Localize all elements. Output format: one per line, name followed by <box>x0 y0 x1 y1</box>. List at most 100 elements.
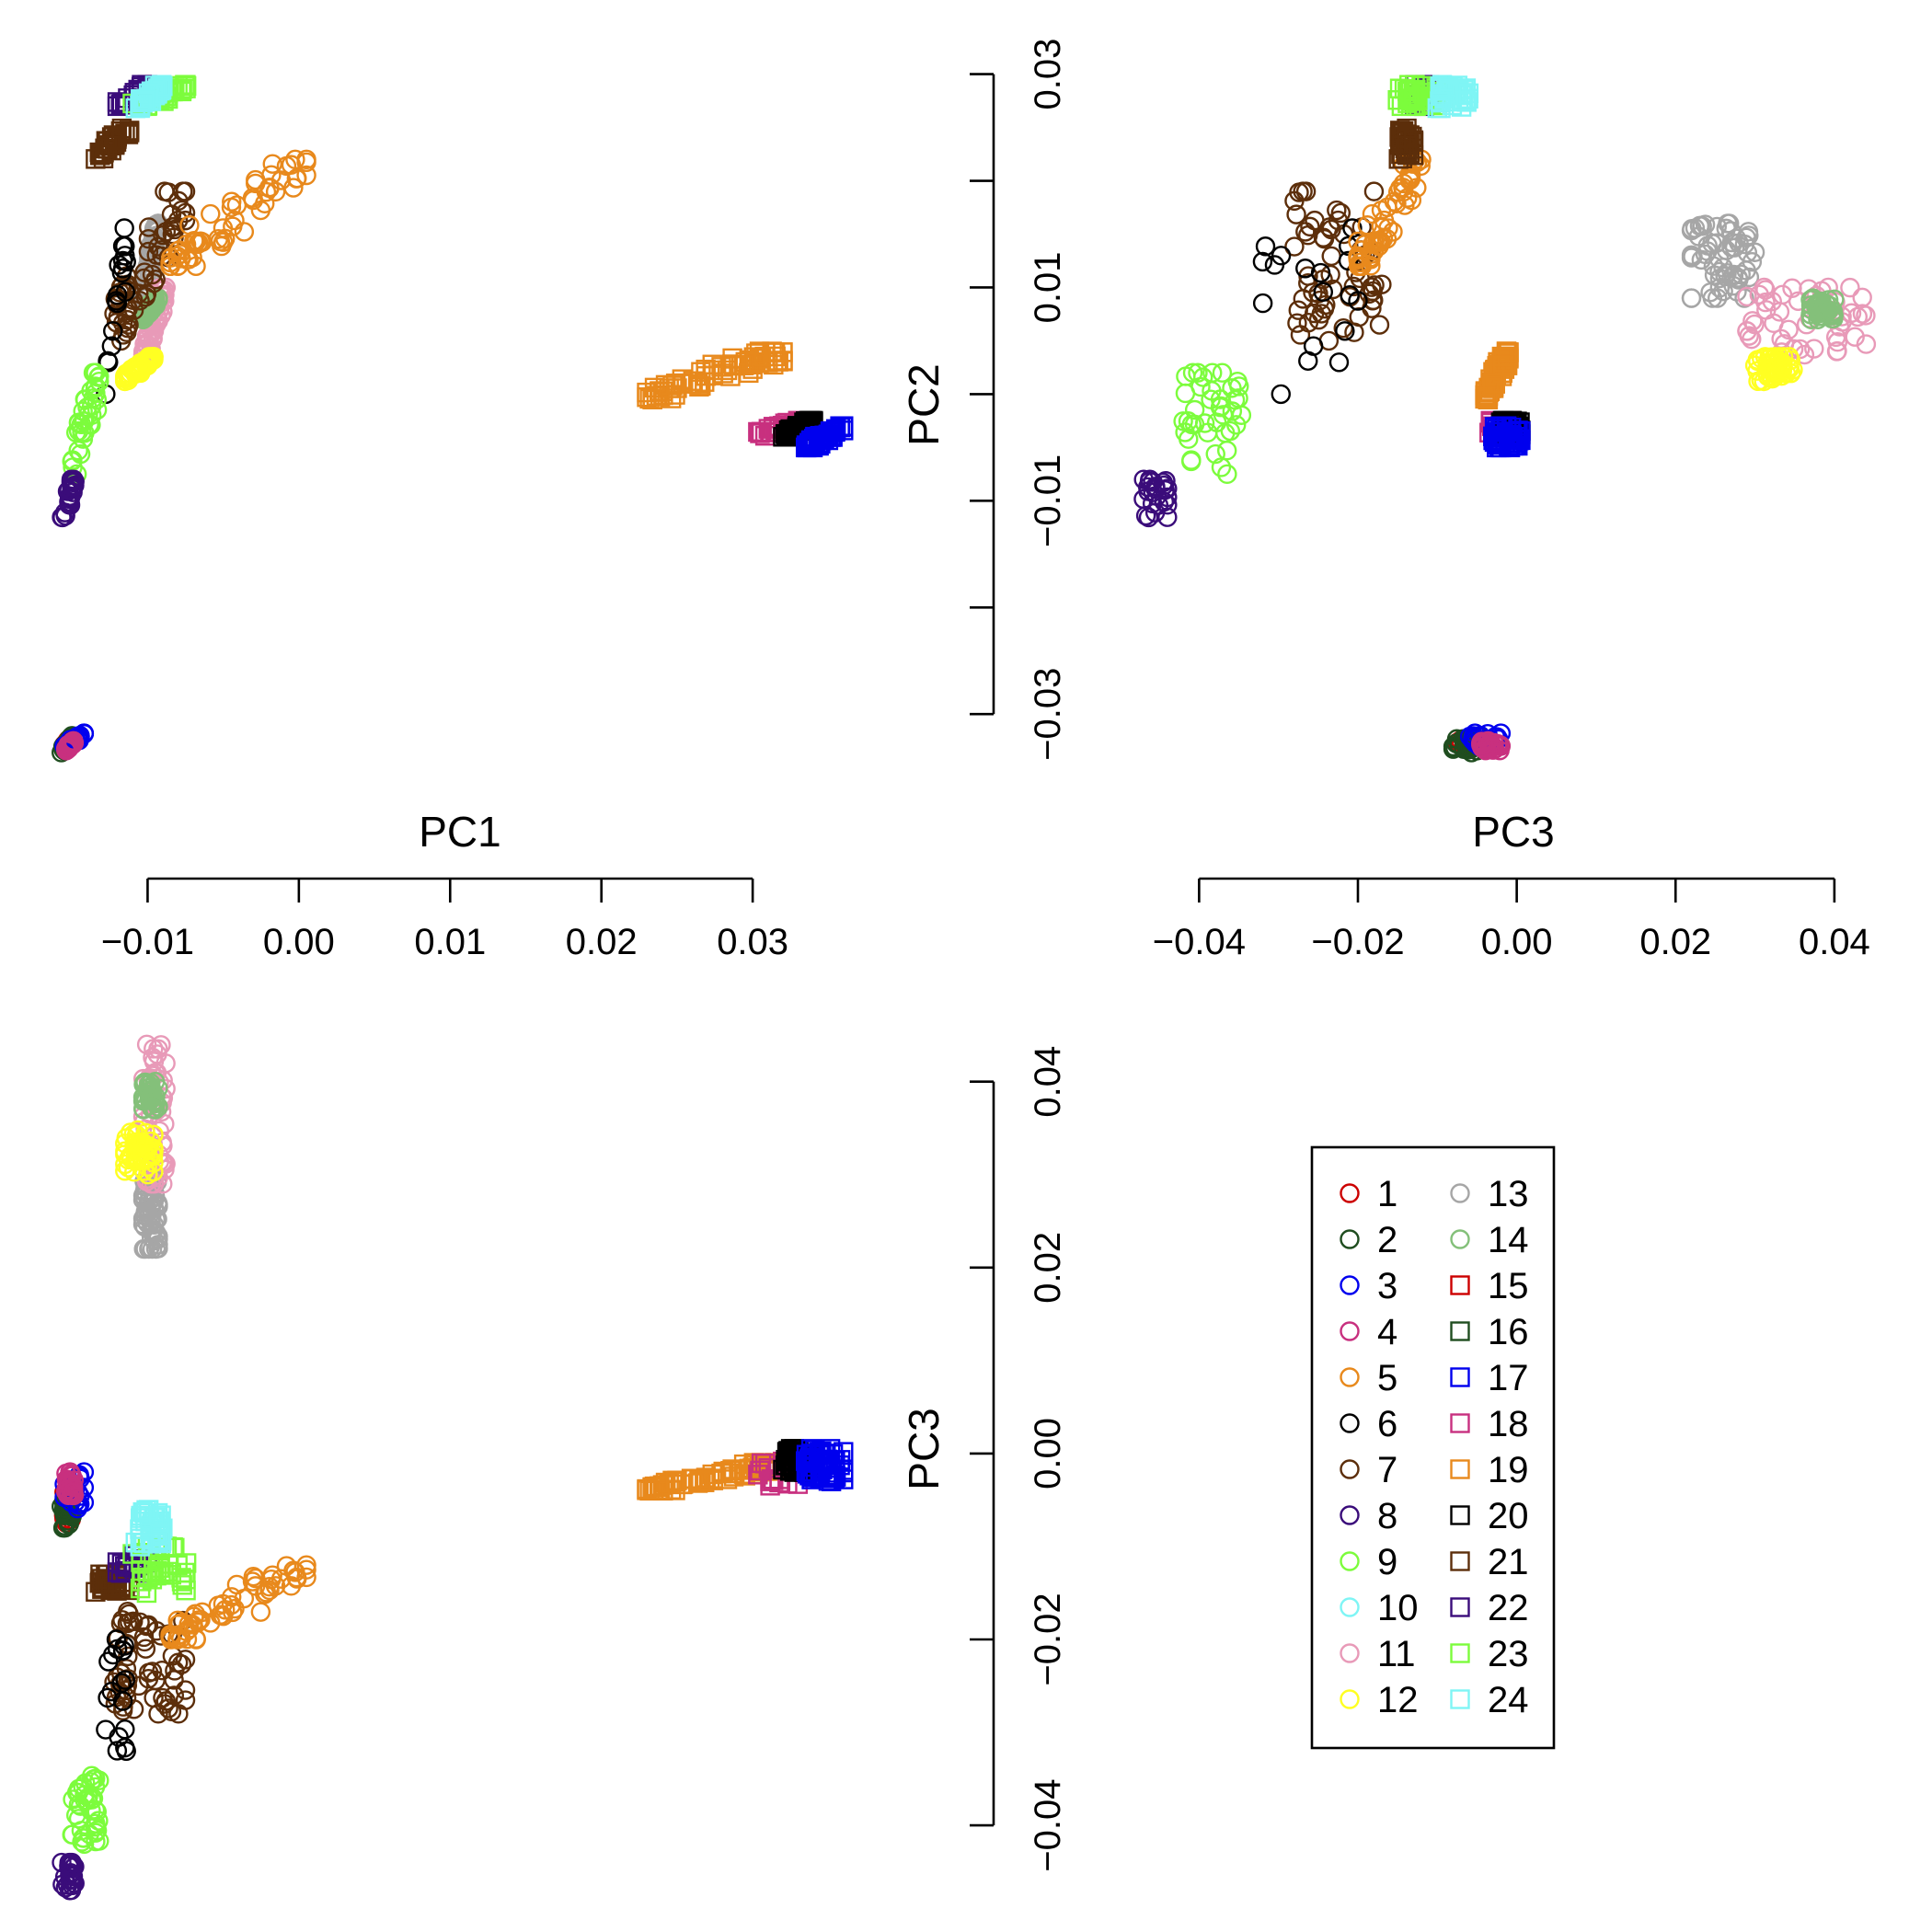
point-group-8 <box>1143 482 1163 502</box>
point-group-17 <box>809 1442 829 1463</box>
point-group-6 <box>103 321 123 341</box>
point-group-5 <box>178 249 199 270</box>
point-group-23 <box>131 1552 151 1572</box>
point-group-7 <box>1286 204 1306 224</box>
point-group-5 <box>296 165 316 186</box>
point-group-5 <box>276 1556 297 1576</box>
point-group-17 <box>834 420 854 441</box>
point-group-12 <box>118 1157 139 1178</box>
legend-circle-marker <box>1340 1367 1360 1387</box>
point-group-14 <box>132 1087 154 1108</box>
point-group-9 <box>66 1805 86 1825</box>
point-group-20 <box>775 1455 796 1476</box>
point-group-12 <box>138 1165 158 1185</box>
point-group-5 <box>265 181 286 202</box>
point-group-14 <box>138 1081 158 1101</box>
point-group-5 <box>1371 200 1392 221</box>
point-group-7 <box>113 325 133 345</box>
point-group-24 <box>1432 78 1453 98</box>
point-group-8 <box>63 472 84 493</box>
point-group-19 <box>1497 353 1518 374</box>
point-group-9 <box>63 1824 83 1845</box>
x-tick-label: 0.01 <box>414 922 486 962</box>
point-group-11 <box>1852 304 1873 324</box>
y-tick-label: −0.03 <box>1028 668 1068 761</box>
legend-circle-marker <box>1450 1183 1470 1203</box>
point-group-19 <box>711 357 731 377</box>
point-group-11 <box>1772 284 1793 305</box>
point-group-12 <box>132 357 154 378</box>
point-group-12 <box>1764 357 1784 378</box>
legend-entry-14: 14 <box>1450 1220 1529 1260</box>
point-group-13 <box>1727 282 1747 302</box>
point-group-7 <box>1290 325 1311 345</box>
point-group-6 <box>1271 246 1292 266</box>
legend-label: 4 <box>1377 1312 1397 1352</box>
point-group-13 <box>1681 288 1702 308</box>
point-group-9 <box>1210 389 1231 409</box>
point-group-13 <box>145 1238 167 1259</box>
legend-entry-22: 22 <box>1450 1588 1529 1628</box>
point-group-8 <box>60 1865 80 1885</box>
legend-label: 11 <box>1377 1634 1416 1674</box>
point-group-5 <box>1383 222 1403 242</box>
x-tick-label: −0.01 <box>101 922 194 962</box>
point-group-7 <box>1343 276 1363 297</box>
legend-entry-13: 13 <box>1450 1174 1529 1214</box>
point-group-21 <box>1397 118 1417 139</box>
point-group-13 <box>1707 288 1728 308</box>
point-group-12 <box>1769 347 1789 367</box>
point-group-8 <box>1140 469 1160 489</box>
point-group-5 <box>296 1555 316 1575</box>
legend-square-marker <box>1450 1459 1470 1479</box>
legend-label: 1 <box>1377 1174 1397 1214</box>
legend-entry-17: 17 <box>1450 1358 1529 1398</box>
point-group-21 <box>107 129 127 149</box>
point-group-17 <box>1508 420 1528 441</box>
point-group-9 <box>63 450 83 470</box>
legend-circle-marker <box>1340 1183 1360 1203</box>
point-group-7 <box>1369 315 1390 335</box>
point-group-6 <box>107 1741 128 1761</box>
point-group-19 <box>665 374 686 394</box>
point-group-5 <box>286 168 307 189</box>
x-tick-label: −0.02 <box>1311 922 1404 962</box>
point-group-7 <box>1284 236 1305 257</box>
point-group-13 <box>1744 242 1765 262</box>
point-group-12 <box>132 1143 154 1163</box>
point-group-9 <box>86 1823 106 1843</box>
point-group-19 <box>744 1455 765 1475</box>
point-group-9 <box>1190 376 1211 397</box>
point-group-6 <box>1310 262 1331 283</box>
point-group-13 <box>1695 244 1716 265</box>
point-group-9 <box>1222 378 1242 398</box>
legend-circle-marker <box>1340 1643 1360 1663</box>
panel-pc1-pc3 <box>52 1034 854 1901</box>
point-group-17 <box>820 421 841 443</box>
point-group-5 <box>265 1576 286 1596</box>
point-group-7 <box>158 1698 178 1719</box>
point-group-9 <box>75 1785 95 1805</box>
point-group-5 <box>1357 215 1377 236</box>
point-group-5 <box>222 191 242 212</box>
point-group-24 <box>130 1536 150 1557</box>
point-group-19 <box>765 342 786 362</box>
point-group-11 <box>1852 287 1872 308</box>
point-group-5 <box>234 1588 255 1609</box>
point-group-9 <box>1198 422 1218 443</box>
point-group-5 <box>1371 232 1392 252</box>
point-group-9 <box>75 389 95 409</box>
point-group-7 <box>1311 304 1332 324</box>
point-group-17 <box>822 1443 844 1465</box>
y-tick-label: 0.01 <box>1028 252 1068 324</box>
legend-entry-16: 16 <box>1450 1312 1529 1352</box>
legend-entry-9: 9 <box>1340 1542 1397 1582</box>
point-group-6 <box>112 1640 133 1661</box>
point-group-11 <box>1827 340 1847 362</box>
point-group-14 <box>148 1078 168 1098</box>
point-group-17 <box>801 431 822 453</box>
point-group-5 <box>262 1565 282 1585</box>
point-group-9 <box>1179 429 1199 449</box>
legend-entry-7: 7 <box>1340 1450 1397 1490</box>
legend-square-marker <box>1450 1689 1470 1709</box>
